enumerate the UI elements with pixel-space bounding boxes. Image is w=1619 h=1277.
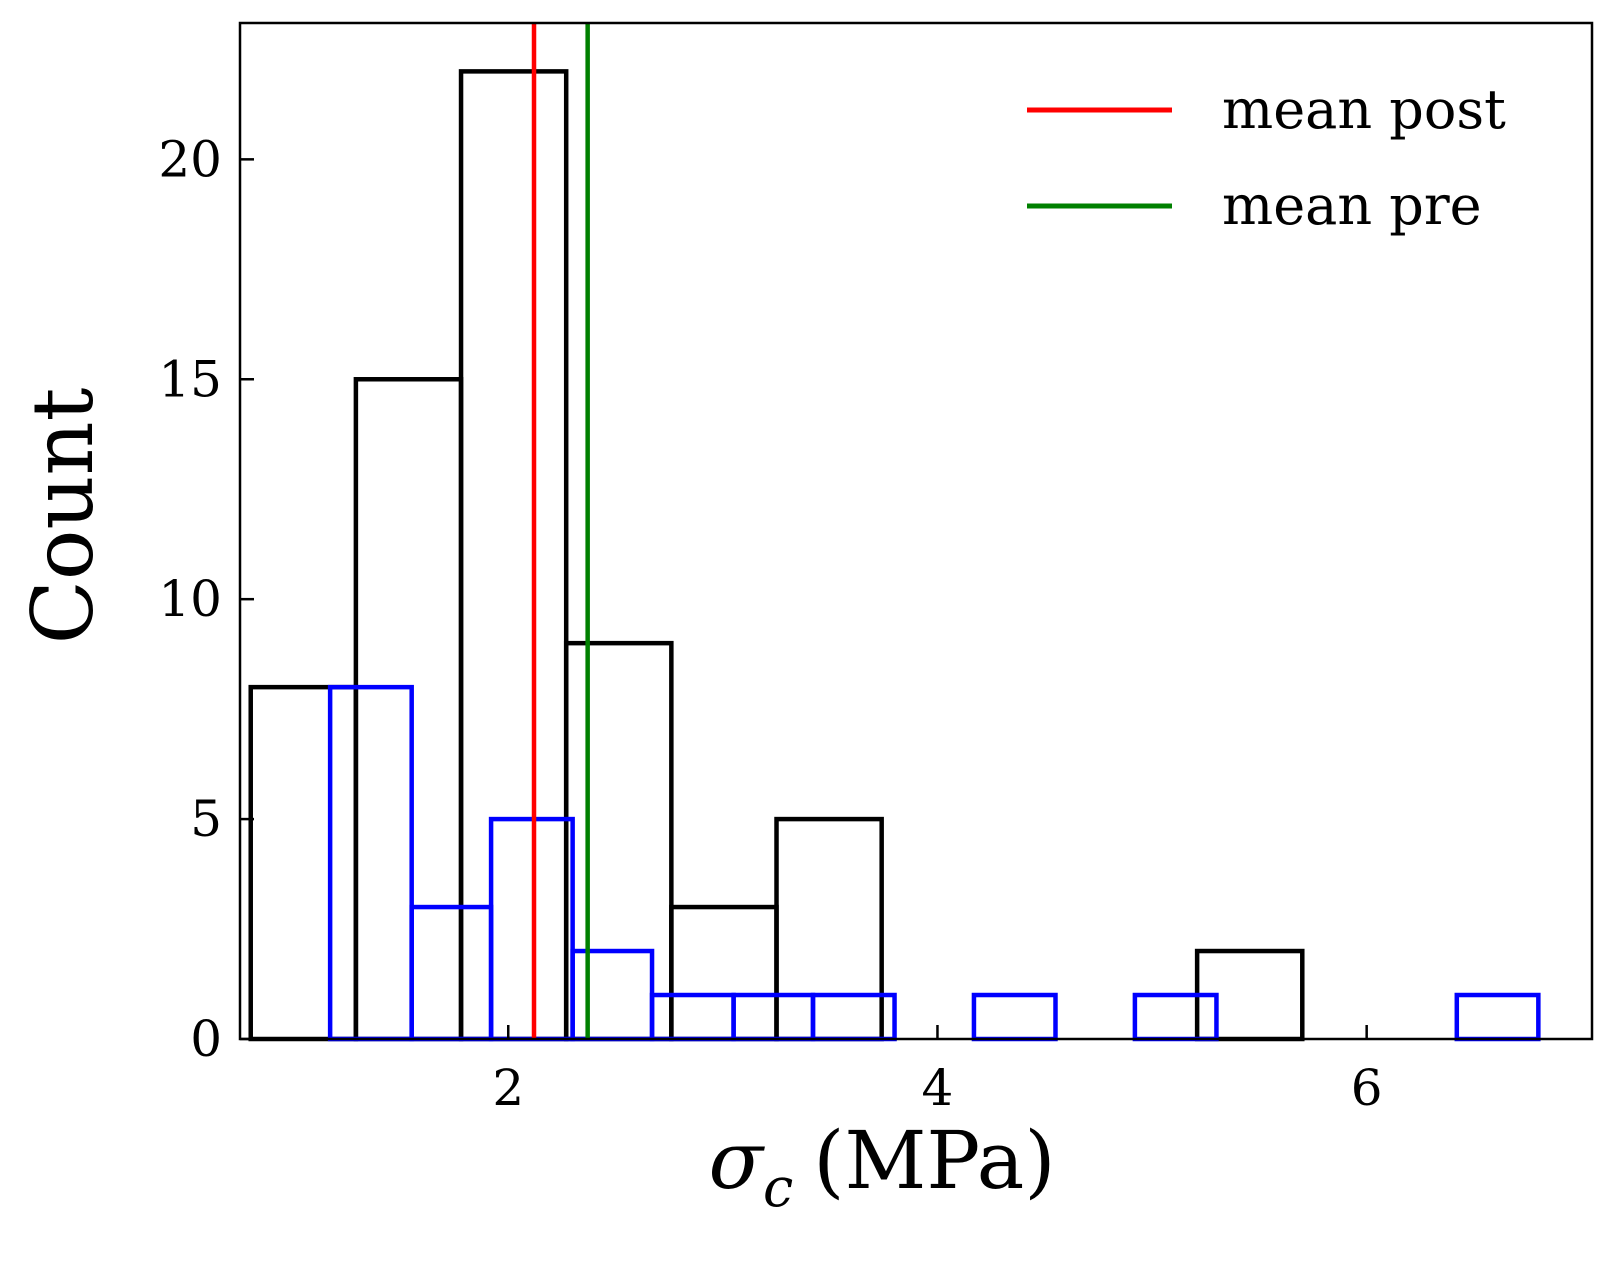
x-tick-label: 4 [922,1059,954,1117]
axis-ticks: 2 4 6 0 5 10 15 20 [158,130,1382,1117]
x-axis-label: σc (MPa) [708,1114,1055,1219]
y-tick-label: 10 [158,570,222,628]
x-tick-label: 6 [1351,1059,1383,1117]
y-tick-label: 15 [158,350,222,408]
y-tick-label: 5 [190,790,222,848]
x-axis-label-unit: (MPa) [813,1114,1055,1207]
legend-label: mean pre [1222,174,1482,237]
plot-frame [238,21,1594,1041]
y-tick-label: 20 [158,130,222,188]
mean-lines [531,23,590,1039]
y-axis-label: Count [14,387,112,644]
x-axis-label-subscript: c [763,1156,793,1219]
x-axis-label-symbol: σ [708,1114,765,1207]
legend-label: mean post [1222,78,1506,141]
y-tick-label: 0 [190,1010,222,1068]
x-tick-label: 2 [492,1059,524,1117]
legend: mean post mean pre [1027,78,1506,237]
